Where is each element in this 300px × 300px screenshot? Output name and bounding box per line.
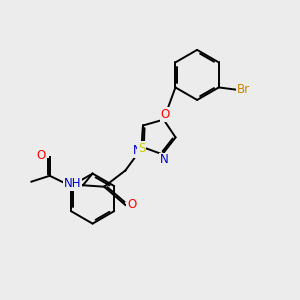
Text: N: N <box>160 154 168 166</box>
Text: O: O <box>161 108 170 121</box>
Text: Br: Br <box>237 83 250 96</box>
Text: O: O <box>37 149 46 162</box>
Text: S: S <box>138 142 145 155</box>
Text: N: N <box>133 144 142 157</box>
Text: NH: NH <box>64 177 82 190</box>
Text: O: O <box>127 199 136 212</box>
